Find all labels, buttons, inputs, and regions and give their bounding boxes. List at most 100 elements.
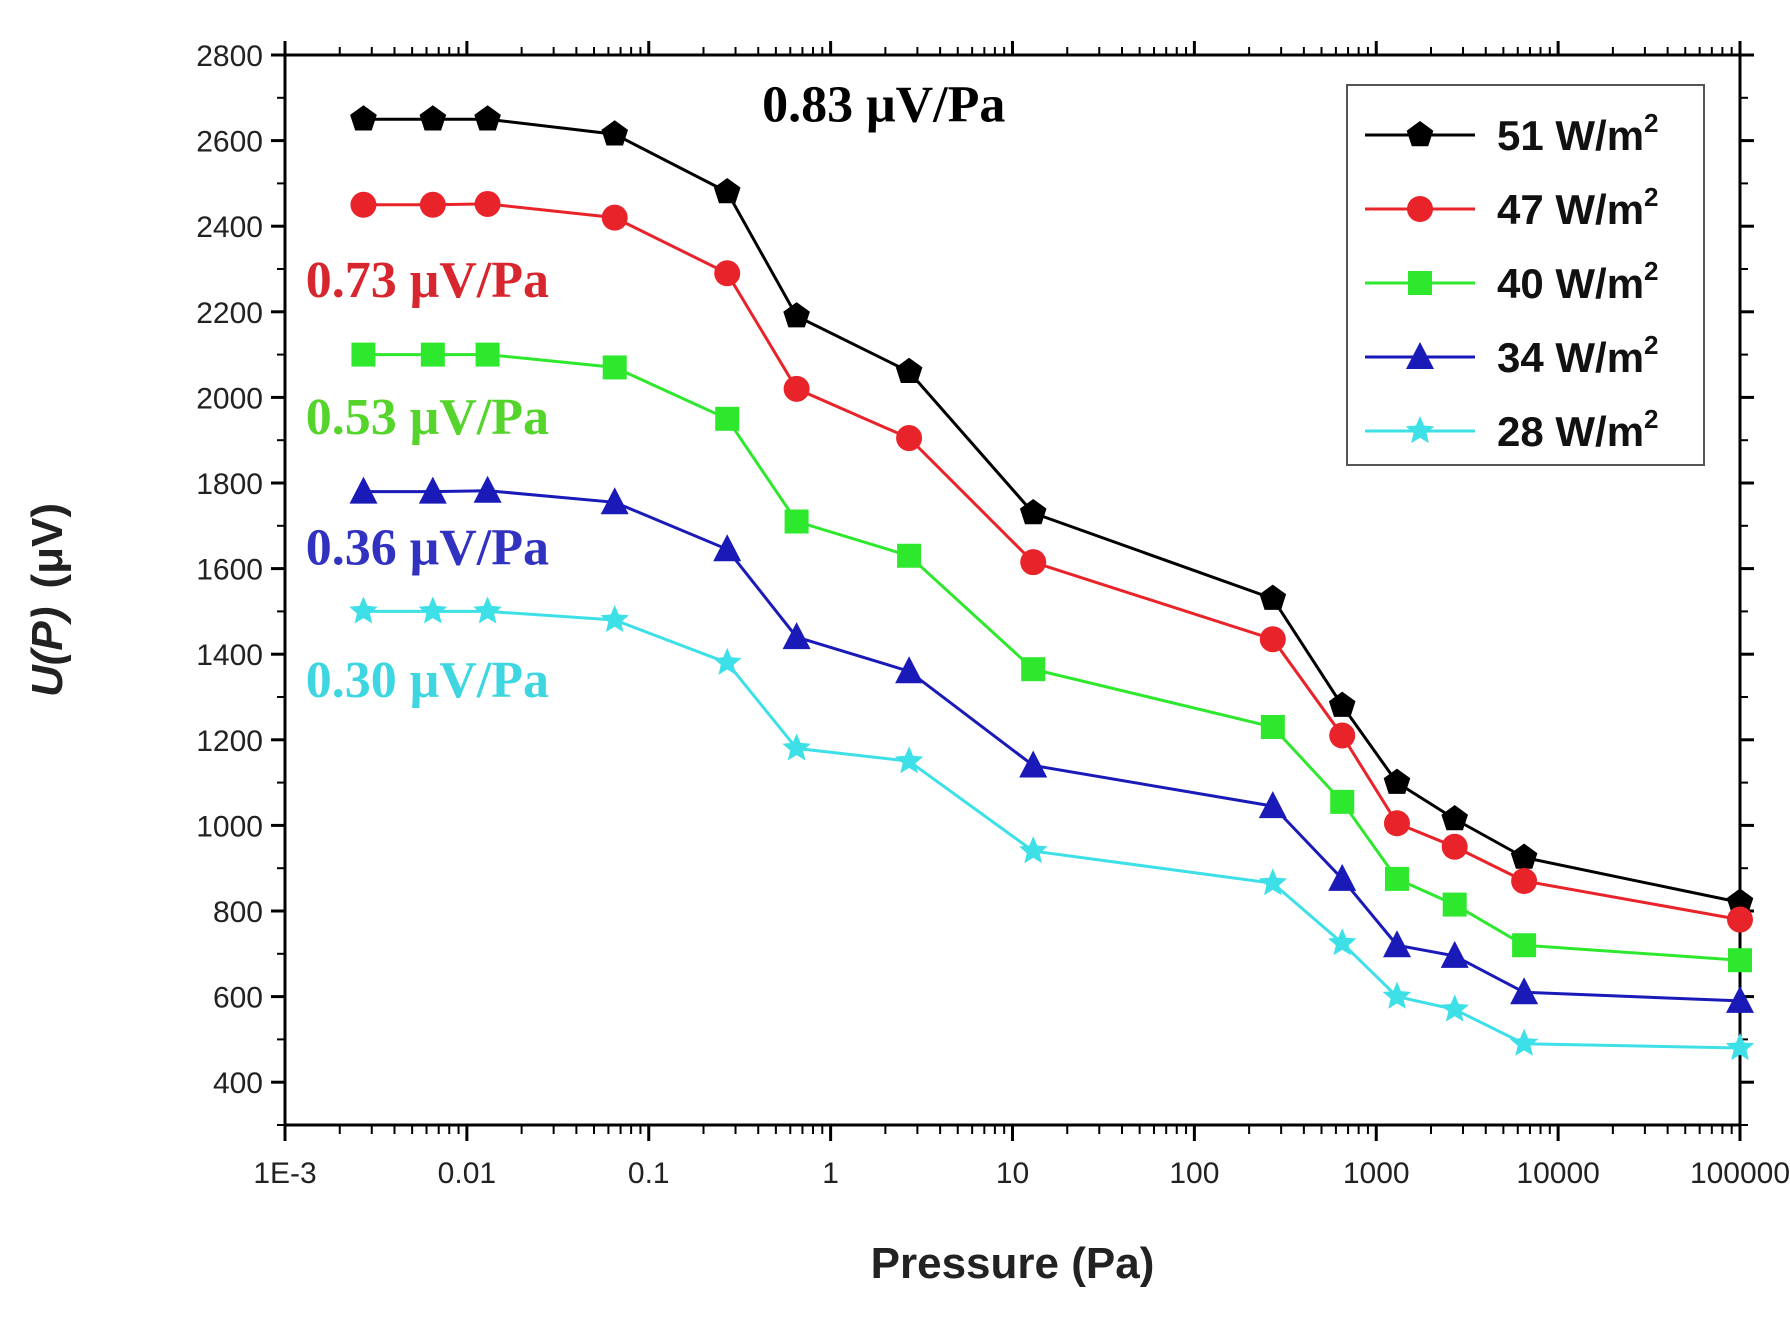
- data-point: [712, 647, 742, 675]
- data-point: [1726, 888, 1754, 914]
- data-point: [1728, 948, 1752, 973]
- legend-exponent: 2: [1644, 256, 1658, 286]
- slope-annotations: 0.83 μV/Pa 0.73 μV/Pa 0.53 μV/Pa 0.36 μV/Pa…: [306, 76, 1006, 709]
- legend-marker: [1407, 196, 1433, 222]
- series-1: [350, 190, 1753, 933]
- legend-label: 51 W/m2: [1497, 108, 1659, 159]
- data-point: [473, 475, 502, 503]
- x-tick-label: 100000: [1690, 1157, 1790, 1190]
- axis-ticks: 4006008001000120014001600180020002200240…: [196, 40, 1790, 1190]
- data-point: [351, 342, 376, 367]
- data-point: [1021, 657, 1046, 682]
- x-tick-label: 1: [822, 1157, 839, 1190]
- data-point: [418, 476, 447, 504]
- data-point: [350, 191, 377, 218]
- y-tick-label: 2000: [196, 382, 263, 415]
- x-tick-label: 10000: [1516, 1157, 1599, 1190]
- data-point: [783, 302, 810, 328]
- data-point: [715, 406, 740, 431]
- legend-label: 47 W/m2: [1497, 182, 1659, 233]
- data-point: [600, 605, 629, 633]
- data-point: [420, 342, 445, 367]
- data-point: [895, 357, 923, 383]
- series-line: [363, 489, 1741, 1003]
- data-point: [419, 105, 447, 131]
- data-point: [1019, 499, 1047, 525]
- plot-frame: [283, 53, 1742, 1127]
- legend-marker: [1405, 416, 1435, 444]
- y-tick-label: 2200: [196, 297, 263, 330]
- data-point: [601, 204, 628, 231]
- data-point: [474, 105, 501, 131]
- data-point: [782, 733, 811, 761]
- data-point: [1442, 892, 1467, 917]
- data-point: [1509, 1028, 1539, 1056]
- data-point: [1330, 789, 1355, 814]
- legend-entry: 47 W/m2: [1365, 182, 1659, 233]
- y-tick-label: 1200: [196, 725, 263, 758]
- legend-box: [1346, 84, 1705, 466]
- y-axis-unit: (μV): [23, 503, 72, 589]
- y-tick-label: 1600: [196, 554, 263, 587]
- data-point: [894, 746, 924, 774]
- series-4: [349, 596, 1755, 1061]
- data-point: [783, 375, 810, 402]
- data-point: [350, 105, 377, 131]
- legend-marker: [1406, 121, 1434, 147]
- slope-annotation: 0.36 μV/Pa: [306, 519, 549, 576]
- data-point: [1019, 836, 1048, 864]
- data-point: [1510, 977, 1539, 1005]
- data-point: [713, 534, 742, 562]
- data-point: [714, 260, 741, 287]
- legend-entry: 34 W/m2: [1365, 330, 1659, 381]
- data-point: [349, 476, 378, 504]
- data-point: [474, 190, 501, 217]
- series-line: [363, 609, 1741, 1050]
- legend-entry: 28 W/m2: [1365, 404, 1659, 455]
- y-axis-symbol: U(P): [23, 607, 72, 697]
- x-tick-label: 100: [1169, 1157, 1219, 1190]
- data-point: [602, 355, 627, 380]
- legend-label: 34 W/m2: [1497, 330, 1659, 381]
- data-point: [1726, 985, 1754, 1013]
- data-point: [1440, 940, 1469, 968]
- data-point: [1259, 626, 1286, 653]
- data-point: [1258, 868, 1288, 896]
- legend-label: 40 W/m2: [1497, 256, 1659, 307]
- y-tick-label: 400: [213, 1067, 263, 1100]
- legend-exponent: 2: [1644, 404, 1658, 434]
- data-point: [1328, 863, 1357, 891]
- data-point: [1329, 722, 1356, 749]
- data-point: [418, 596, 448, 624]
- series-3: [349, 475, 1754, 1013]
- data-point: [713, 178, 741, 204]
- series-layer: [349, 105, 1755, 1061]
- y-axis-title: U(P) (μV): [23, 503, 72, 697]
- data-point: [895, 656, 924, 684]
- x-tick-label: 1000: [1343, 1157, 1410, 1190]
- data-point: [1441, 833, 1468, 860]
- y-tick-label: 1800: [196, 468, 263, 501]
- data-point: [1440, 994, 1469, 1022]
- y-tick-label: 1400: [196, 639, 263, 672]
- data-point: [897, 543, 922, 568]
- data-point: [1258, 791, 1287, 819]
- y-tick-label: 2800: [196, 40, 263, 73]
- data-point: [782, 622, 811, 650]
- x-tick-label: 10: [996, 1157, 1029, 1190]
- slope-annotation: 0.53 μV/Pa: [306, 389, 549, 446]
- data-point: [1511, 868, 1538, 895]
- data-point: [600, 487, 629, 515]
- data-point: [1328, 691, 1356, 717]
- legend-entry: 40 W/m2: [1365, 256, 1659, 307]
- data-point: [601, 120, 628, 146]
- legend-exponent: 2: [1644, 182, 1658, 212]
- legend-marker: [1406, 342, 1434, 369]
- data-point: [1383, 930, 1411, 958]
- data-point: [784, 509, 809, 534]
- data-point: [1020, 549, 1047, 576]
- slope-annotation: 0.83 μV/Pa: [762, 76, 1005, 133]
- data-point: [1382, 981, 1412, 1009]
- data-point: [475, 342, 500, 367]
- data-point: [419, 191, 446, 218]
